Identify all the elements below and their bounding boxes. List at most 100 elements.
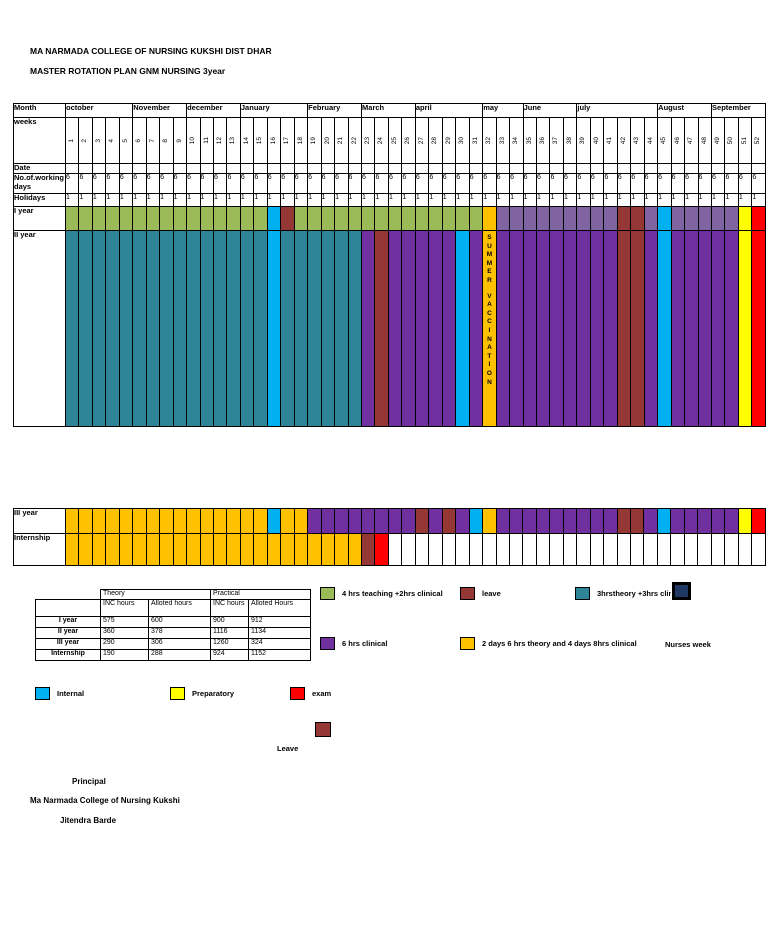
legend-item-theory-days: 2 days 6 hrs theory and 4 days 8hrs clin… xyxy=(460,637,637,650)
legend-item-leave2-swatch xyxy=(315,722,331,737)
week-number: 37 xyxy=(549,117,564,164)
legend-label: Preparatory xyxy=(192,689,235,698)
week-number: 39 xyxy=(576,117,591,164)
week-number: 29 xyxy=(441,117,457,164)
date-cell xyxy=(576,163,591,174)
year3-week-cell xyxy=(320,508,336,534)
holidays-value: 1 xyxy=(293,193,309,207)
plan-title: MASTER ROTATION PLAN GNM NURSING 3year xyxy=(30,66,226,76)
year3-week-cell xyxy=(172,508,188,534)
year3-week-cell xyxy=(697,508,712,534)
year2-week-cell xyxy=(751,230,766,427)
year3-week-cell xyxy=(387,508,403,534)
year1-week-cell xyxy=(522,206,538,231)
week-number: 36 xyxy=(536,117,551,164)
year3-week-cell xyxy=(186,508,201,534)
month-header: april xyxy=(414,103,484,118)
internship-week-cell xyxy=(118,533,134,566)
year2-week-cell xyxy=(91,230,107,427)
year1-week-cell xyxy=(562,206,578,231)
nurses-week-swatch xyxy=(672,582,691,600)
holidays-value: 1 xyxy=(78,193,93,207)
week-number: 21 xyxy=(334,117,349,164)
holidays-value: 1 xyxy=(280,193,295,207)
year2-week-cell xyxy=(589,230,605,427)
year1-week-cell xyxy=(549,206,564,231)
holidays-value: 1 xyxy=(549,193,564,207)
holidays-value: 1 xyxy=(710,193,726,207)
legend-label: Leave xyxy=(277,744,299,753)
week-number: 28 xyxy=(428,117,443,164)
week-number: 42 xyxy=(616,117,632,164)
holidays-value: 1 xyxy=(603,193,618,207)
internship-week-cell xyxy=(589,533,605,566)
year1-week-cell xyxy=(199,206,215,231)
row-label-weeks: weeks xyxy=(13,117,66,164)
legend-item-nurses-week: Nurses week xyxy=(665,640,711,649)
date-cell xyxy=(657,163,672,174)
college-footer-label: Ma Narmada College of Nursing Kukshi xyxy=(30,796,180,805)
year2-week-cell xyxy=(374,230,389,427)
year3-week-cell xyxy=(118,508,134,534)
month-header: November xyxy=(132,103,188,118)
year3-week-cell xyxy=(266,508,282,534)
year3-week-cell xyxy=(374,508,389,534)
week-number: 35 xyxy=(522,117,538,164)
working-days-value: 6 xyxy=(334,173,349,194)
working-days-value: 6 xyxy=(118,173,134,194)
date-cell xyxy=(212,163,228,174)
year1-week-cell xyxy=(186,206,201,231)
legend-item-clinical: 6 hrs clinical xyxy=(320,637,387,650)
year3-week-cell xyxy=(212,508,228,534)
year1-week-cell xyxy=(374,206,389,231)
internship-week-cell xyxy=(239,533,255,566)
working-days-value: 6 xyxy=(401,173,416,194)
month-header: August xyxy=(657,103,713,118)
year2-week-cell xyxy=(253,230,268,427)
holidays-value: 1 xyxy=(616,193,632,207)
week-number: 17 xyxy=(280,117,295,164)
year1-week-cell xyxy=(468,206,484,231)
date-cell xyxy=(387,163,403,174)
holidays-value: 1 xyxy=(643,193,659,207)
holidays-value: 1 xyxy=(145,193,161,207)
holidays-value: 1 xyxy=(307,193,322,207)
year3-week-cell xyxy=(656,508,672,534)
week-number: 26 xyxy=(401,117,416,164)
working-days-value: 6 xyxy=(724,173,739,194)
year2-week-cell xyxy=(522,230,538,427)
year2-week-cell xyxy=(118,230,134,427)
year1-week-cell xyxy=(293,206,309,231)
year3-week-cell xyxy=(145,508,161,534)
year3-week-cell xyxy=(737,508,753,534)
year2-week-cell xyxy=(710,230,726,427)
year1-week-cell xyxy=(509,206,524,231)
year1-week-cell xyxy=(159,206,174,231)
working-days-value: 6 xyxy=(428,173,443,194)
internship-week-cell xyxy=(508,533,524,566)
hours-value: 360 xyxy=(100,627,149,639)
year3-week-cell xyxy=(132,508,147,534)
holidays-value: 1 xyxy=(737,193,753,207)
date-cell xyxy=(91,163,107,174)
working-days-value: 6 xyxy=(441,173,457,194)
holidays-value: 1 xyxy=(172,193,188,207)
working-days-value: 6 xyxy=(603,173,618,194)
internship-week-cell xyxy=(455,533,470,566)
year1-week-cell xyxy=(172,206,188,231)
working-days-value: 6 xyxy=(387,173,403,194)
week-number: 11 xyxy=(199,117,215,164)
year3-week-cell xyxy=(293,508,309,534)
year3-week-cell xyxy=(91,508,107,534)
year1-week-cell xyxy=(132,206,147,231)
year3-week-cell xyxy=(643,508,658,534)
hours-row-label: II year xyxy=(35,627,101,639)
internship-week-cell xyxy=(307,533,322,566)
year3-week-cell xyxy=(401,508,416,534)
holidays-value: 1 xyxy=(105,193,120,207)
theory-header: Theory xyxy=(100,589,211,600)
week-number: 45 xyxy=(657,117,672,164)
year1-week-cell xyxy=(320,206,336,231)
legend-label: leave xyxy=(482,589,501,598)
year3-week-cell xyxy=(414,508,430,534)
